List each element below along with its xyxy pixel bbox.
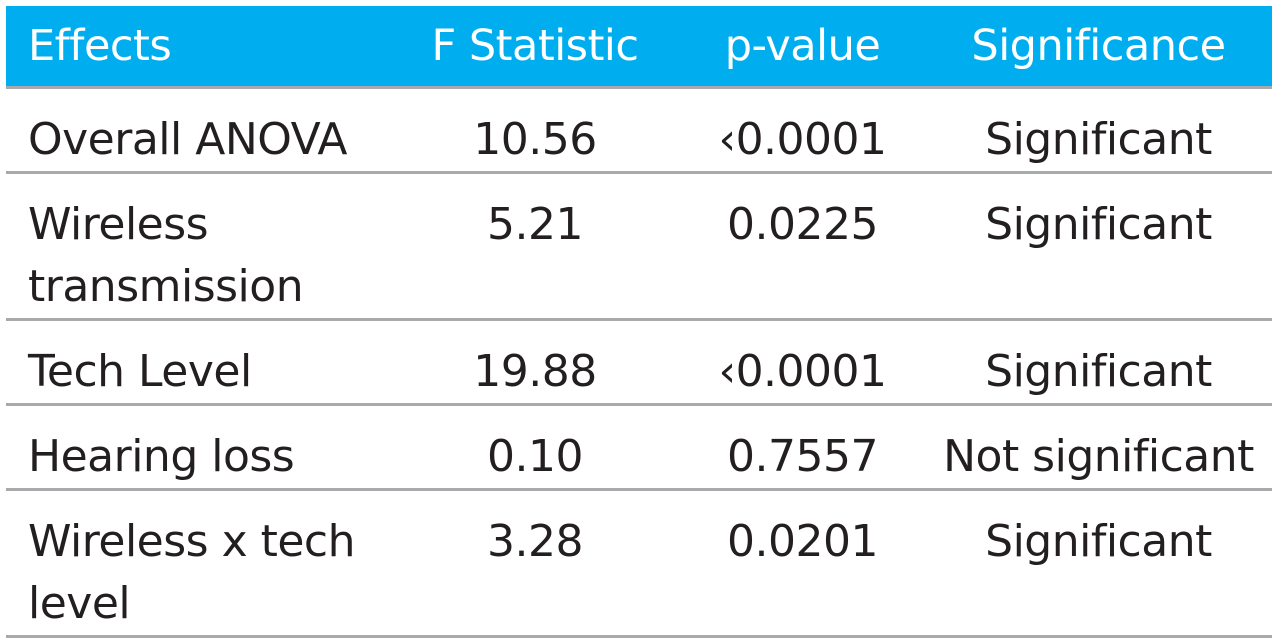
cell-significance: Significant bbox=[925, 172, 1272, 321]
anova-results-table-container: Effects F Statistic p-value Significance… bbox=[6, 6, 1272, 638]
cell-significance: Significant bbox=[925, 87, 1272, 174]
table-row: Overall ANOVA 10.56 ‹0.0001 Significant bbox=[6, 87, 1272, 174]
table-row: Hearing loss 0.10 0.7557 Not significant bbox=[6, 404, 1272, 491]
header-significance: Significance bbox=[925, 6, 1272, 89]
cell-effect: Tech Level bbox=[6, 319, 390, 406]
cell-p-value: 0.0201 bbox=[680, 489, 925, 638]
header-effects: Effects bbox=[6, 6, 390, 89]
cell-effect: Overall ANOVA bbox=[6, 87, 390, 174]
table-row: Tech Level 19.88 ‹0.0001 Significant bbox=[6, 319, 1272, 406]
anova-results-table: Effects F Statistic p-value Significance… bbox=[6, 6, 1272, 638]
header-f-statistic: F Statistic bbox=[390, 6, 680, 89]
cell-f-statistic: 3.28 bbox=[390, 489, 680, 638]
cell-significance: Significant bbox=[925, 489, 1272, 638]
header-row: Effects F Statistic p-value Significance bbox=[6, 6, 1272, 89]
header-p-value: p-value bbox=[680, 6, 925, 89]
table-header: Effects F Statistic p-value Significance bbox=[6, 6, 1272, 89]
cell-p-value: ‹0.0001 bbox=[680, 319, 925, 406]
table-body: Overall ANOVA 10.56 ‹0.0001 Significant … bbox=[6, 87, 1272, 638]
cell-significance: Significant bbox=[925, 319, 1272, 406]
cell-effect: Wireless x tech level bbox=[6, 489, 390, 638]
cell-f-statistic: 19.88 bbox=[390, 319, 680, 406]
cell-f-statistic: 10.56 bbox=[390, 87, 680, 174]
cell-p-value: 0.0225 bbox=[680, 172, 925, 321]
cell-p-value: 0.7557 bbox=[680, 404, 925, 491]
cell-f-statistic: 5.21 bbox=[390, 172, 680, 321]
cell-effect: Wireless transmission bbox=[6, 172, 390, 321]
cell-f-statistic: 0.10 bbox=[390, 404, 680, 491]
table-row: Wireless x tech level 3.28 0.0201 Signif… bbox=[6, 489, 1272, 638]
table-row: Wireless transmission 5.21 0.0225 Signif… bbox=[6, 172, 1272, 321]
cell-significance: Not significant bbox=[925, 404, 1272, 491]
cell-effect: Hearing loss bbox=[6, 404, 390, 491]
cell-p-value: ‹0.0001 bbox=[680, 87, 925, 174]
